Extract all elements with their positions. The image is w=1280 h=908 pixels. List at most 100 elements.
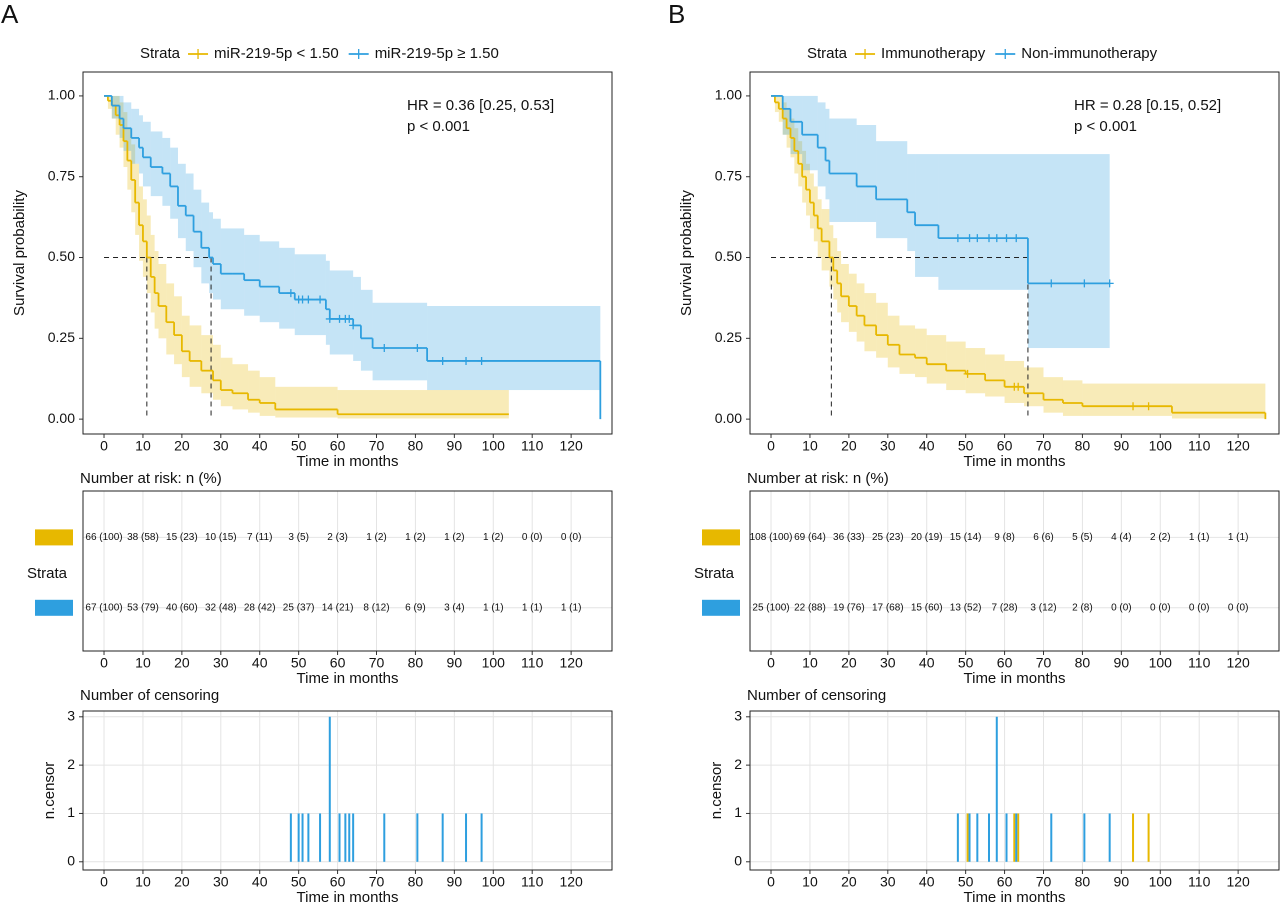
confidence-band bbox=[876, 302, 888, 358]
risk-count: 0 (0) bbox=[1228, 602, 1249, 613]
x-tick-label: 70 bbox=[369, 874, 385, 890]
censor-mark bbox=[1014, 382, 1023, 391]
strata-key bbox=[702, 599, 740, 616]
risk-count: 2 (8) bbox=[1072, 602, 1093, 613]
risk-count: 2 (3) bbox=[327, 532, 348, 543]
risk-count: 6 (9) bbox=[405, 602, 426, 613]
risk-count: 1 (1) bbox=[1189, 532, 1210, 543]
risk-count: 1 (2) bbox=[444, 532, 465, 543]
censor-mark bbox=[380, 344, 389, 353]
x-tick-label: 20 bbox=[174, 655, 190, 671]
confidence-band bbox=[907, 154, 916, 252]
x-tick-label: 40 bbox=[252, 874, 268, 890]
risk-count: 67 (100) bbox=[85, 602, 122, 613]
x-tick-label: 50 bbox=[958, 655, 974, 671]
x-tick-label: 60 bbox=[330, 438, 346, 454]
x-axis-label: Time in months bbox=[297, 670, 399, 687]
y-tick-label: 2 bbox=[67, 756, 75, 772]
x-tick-label: 70 bbox=[369, 655, 385, 671]
confidence-band bbox=[1024, 367, 1044, 407]
x-tick-label: 90 bbox=[447, 655, 463, 671]
y-tick-label: 0.75 bbox=[48, 167, 75, 183]
x-tick-label: 60 bbox=[997, 874, 1013, 890]
legend-title: Strata bbox=[140, 45, 181, 62]
x-tick-label: 100 bbox=[1149, 874, 1173, 890]
x-tick-label: 80 bbox=[408, 438, 424, 454]
x-tick-label: 20 bbox=[174, 874, 190, 890]
x-tick-label: 50 bbox=[291, 438, 307, 454]
x-tick-label: 0 bbox=[100, 438, 108, 454]
y-tick-label: 2 bbox=[734, 756, 742, 772]
plot-border bbox=[82, 71, 613, 435]
risk-count: 9 (8) bbox=[994, 532, 1015, 543]
confidence-band bbox=[158, 263, 167, 339]
confidence-band bbox=[119, 95, 124, 138]
confidence-band bbox=[209, 212, 214, 294]
censor-mark bbox=[1012, 234, 1021, 243]
confidence-band bbox=[193, 189, 202, 268]
table-title: Number at risk: n (%) bbox=[747, 470, 889, 487]
risk-count: 15 (60) bbox=[911, 602, 943, 613]
x-axis-label: Time in months bbox=[297, 889, 399, 906]
x-tick-label: 70 bbox=[1036, 874, 1052, 890]
x-tick-label: 100 bbox=[482, 438, 506, 454]
annotation: HR = 0.28 [0.15, 0.52] bbox=[1074, 97, 1221, 114]
confidence-band bbox=[829, 118, 857, 222]
x-tick-label: 30 bbox=[213, 874, 229, 890]
confidence-band bbox=[123, 102, 132, 151]
confidence-band bbox=[294, 254, 326, 336]
x-tick-label: 80 bbox=[408, 874, 424, 890]
confidence-band bbox=[360, 289, 373, 371]
risk-count: 15 (14) bbox=[950, 532, 982, 543]
x-tick-label: 70 bbox=[1036, 438, 1052, 454]
confidence-band bbox=[154, 251, 159, 329]
confidence-band bbox=[170, 147, 178, 219]
y-tick-label: 3 bbox=[734, 708, 742, 724]
confidence-band bbox=[259, 377, 276, 416]
confidence-band bbox=[201, 202, 210, 284]
x-tick-label: 110 bbox=[521, 655, 544, 671]
censor-mark bbox=[963, 369, 972, 378]
x-axis-label: Time in months bbox=[964, 670, 1066, 687]
confidence-band bbox=[1043, 377, 1063, 413]
risk-count: 7 (28) bbox=[992, 602, 1018, 613]
y-axis-label: Survival probability bbox=[678, 190, 695, 316]
x-tick-label: 20 bbox=[841, 438, 857, 454]
x-tick-label: 120 bbox=[559, 438, 583, 454]
y-tick-label: 1.00 bbox=[715, 87, 742, 103]
x-tick-label: 10 bbox=[802, 874, 818, 890]
x-tick-label: 0 bbox=[100, 655, 108, 671]
censor-mark bbox=[462, 356, 471, 365]
confidence-band bbox=[166, 283, 175, 355]
confidence-band bbox=[837, 251, 842, 313]
confidence-band bbox=[802, 95, 818, 171]
y-axis-label: Survival probability bbox=[11, 190, 28, 316]
risk-count: 25 (23) bbox=[872, 532, 904, 543]
x-tick-label: 40 bbox=[252, 655, 268, 671]
confidence-band bbox=[809, 173, 814, 229]
confidence-band bbox=[965, 348, 986, 394]
x-axis-label: Time in months bbox=[964, 889, 1066, 906]
confidence-band bbox=[220, 228, 233, 310]
risk-count: 15 (23) bbox=[166, 532, 198, 543]
y-tick-label: 1 bbox=[67, 804, 75, 820]
confidence-band bbox=[833, 238, 838, 300]
x-tick-label: 40 bbox=[919, 874, 935, 890]
x-tick-label: 90 bbox=[1114, 655, 1130, 671]
x-tick-label: 120 bbox=[1226, 874, 1250, 890]
censor-mark bbox=[965, 234, 974, 243]
censor-mark bbox=[345, 314, 354, 323]
legend-label: miR-219-5p < 1.50 bbox=[214, 45, 339, 62]
risk-count: 0 (0) bbox=[522, 532, 543, 543]
panel-label: A bbox=[1, 0, 19, 29]
y-tick-label: 0.00 bbox=[48, 410, 75, 426]
confidence-band bbox=[220, 357, 233, 407]
confidence-band bbox=[111, 95, 116, 119]
x-tick-label: 110 bbox=[521, 874, 544, 890]
censor-mark bbox=[1002, 234, 1011, 243]
risk-count: 3 (12) bbox=[1030, 602, 1056, 613]
risk-count: 10 (15) bbox=[205, 532, 237, 543]
confidence-band bbox=[142, 199, 147, 277]
confidence-band bbox=[915, 328, 927, 378]
confidence-band bbox=[782, 95, 791, 135]
